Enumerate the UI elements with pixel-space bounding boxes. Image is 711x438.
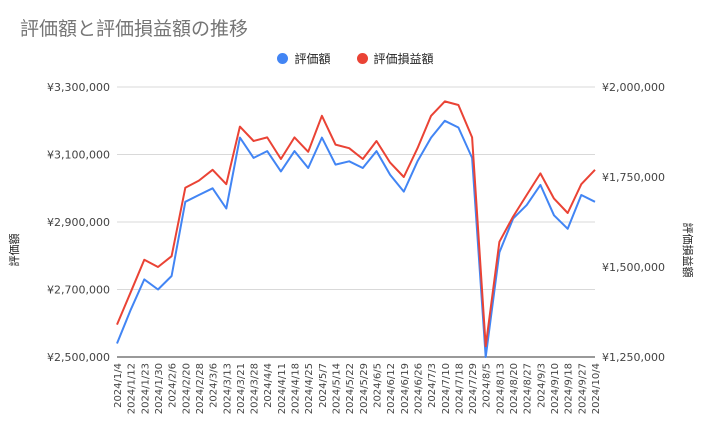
x-tick-label: 2024/7/29 bbox=[468, 363, 479, 414]
legend-item-valuation[interactable]: 評価額 bbox=[277, 50, 331, 67]
y-tick-label-left: ¥2,700,000 bbox=[47, 284, 110, 297]
x-tick-label: 2024/9/27 bbox=[577, 363, 588, 414]
x-tick-label: 2024/1/30 bbox=[154, 363, 165, 414]
x-tick-label: 2024/6/5 bbox=[372, 363, 383, 408]
x-tick-label: 2024/9/18 bbox=[564, 363, 575, 414]
x-tick-label: 2024/5/14 bbox=[332, 363, 343, 414]
y-tick-label-right: ¥1,250,000 bbox=[602, 351, 665, 364]
x-tick-label: 2024/2/28 bbox=[195, 363, 206, 414]
y-tick-label-left: ¥3,100,000 bbox=[47, 149, 110, 162]
x-tick-label: 2024/4/4 bbox=[263, 363, 274, 408]
x-tick-label: 2024/3/6 bbox=[209, 363, 220, 408]
x-tick-label: 2024/4/25 bbox=[304, 363, 315, 414]
x-tick-label: 2024/1/12 bbox=[127, 363, 138, 414]
legend-marker-gain bbox=[356, 53, 368, 64]
x-tick-label: 2024/3/21 bbox=[236, 363, 247, 414]
y-tick-label-left: ¥3,300,000 bbox=[47, 81, 110, 94]
x-tick-label: 2024/2/6 bbox=[168, 363, 179, 408]
x-tick-label: 2024/7/3 bbox=[427, 363, 438, 408]
x-tick-label: 2024/9/3 bbox=[536, 363, 547, 408]
legend-item-gain[interactable]: 評価損益額 bbox=[356, 50, 434, 67]
x-tick-label: 2024/4/11 bbox=[277, 363, 288, 414]
x-tick-label: 2024/3/13 bbox=[222, 363, 233, 414]
series-line-gain bbox=[116, 100, 596, 348]
chart-title: 評価額と評価損益額の推移 bbox=[20, 18, 249, 40]
y-tick-label-right: ¥2,000,000 bbox=[602, 81, 665, 94]
x-tick-label: 2024/3/28 bbox=[250, 363, 261, 414]
x-tick-label: 2024/2/20 bbox=[181, 363, 192, 414]
x-tick-label: 2024/8/5 bbox=[482, 363, 493, 408]
x-tick-label: 2024/6/12 bbox=[386, 363, 397, 414]
y-tick-label-right: ¥1,750,000 bbox=[602, 171, 665, 184]
x-tick-label: 2024/8/20 bbox=[509, 363, 520, 414]
x-tick-label: 2024/1/23 bbox=[140, 363, 151, 414]
x-tick-label: 2024/1/4 bbox=[113, 363, 124, 408]
x-tick-label: 2024/9/10 bbox=[550, 363, 561, 414]
y-tick-label-right: ¥1,500,000 bbox=[602, 261, 665, 274]
series-line-valuation bbox=[116, 119, 596, 358]
y-tick-label-left: ¥2,900,000 bbox=[47, 216, 110, 229]
legend-label-valuation: 評価額 bbox=[294, 52, 331, 66]
x-tick-label: 2024/4/18 bbox=[291, 363, 302, 414]
x-tick-label: 2024/8/13 bbox=[495, 363, 506, 414]
legend: 評価額 評価損益額 bbox=[0, 50, 711, 67]
x-tick-label: 2024/7/18 bbox=[454, 363, 465, 414]
x-tick-label: 2024/5/29 bbox=[359, 363, 370, 414]
y-tick-label-left: ¥2,500,000 bbox=[47, 351, 110, 364]
x-tick-label: 2024/6/26 bbox=[413, 363, 424, 414]
x-tick-label: 2024/5/7 bbox=[318, 363, 329, 408]
x-tick-label: 2024/8/27 bbox=[523, 363, 534, 414]
x-tick-label: 2024/7/10 bbox=[441, 363, 452, 414]
x-tick-label: 2024/10/4 bbox=[591, 363, 602, 414]
legend-label-gain: 評価損益額 bbox=[373, 52, 434, 66]
x-tick-label: 2024/6/19 bbox=[400, 363, 411, 414]
x-tick-label: 2024/5/22 bbox=[345, 363, 356, 414]
legend-marker-valuation bbox=[277, 53, 289, 64]
